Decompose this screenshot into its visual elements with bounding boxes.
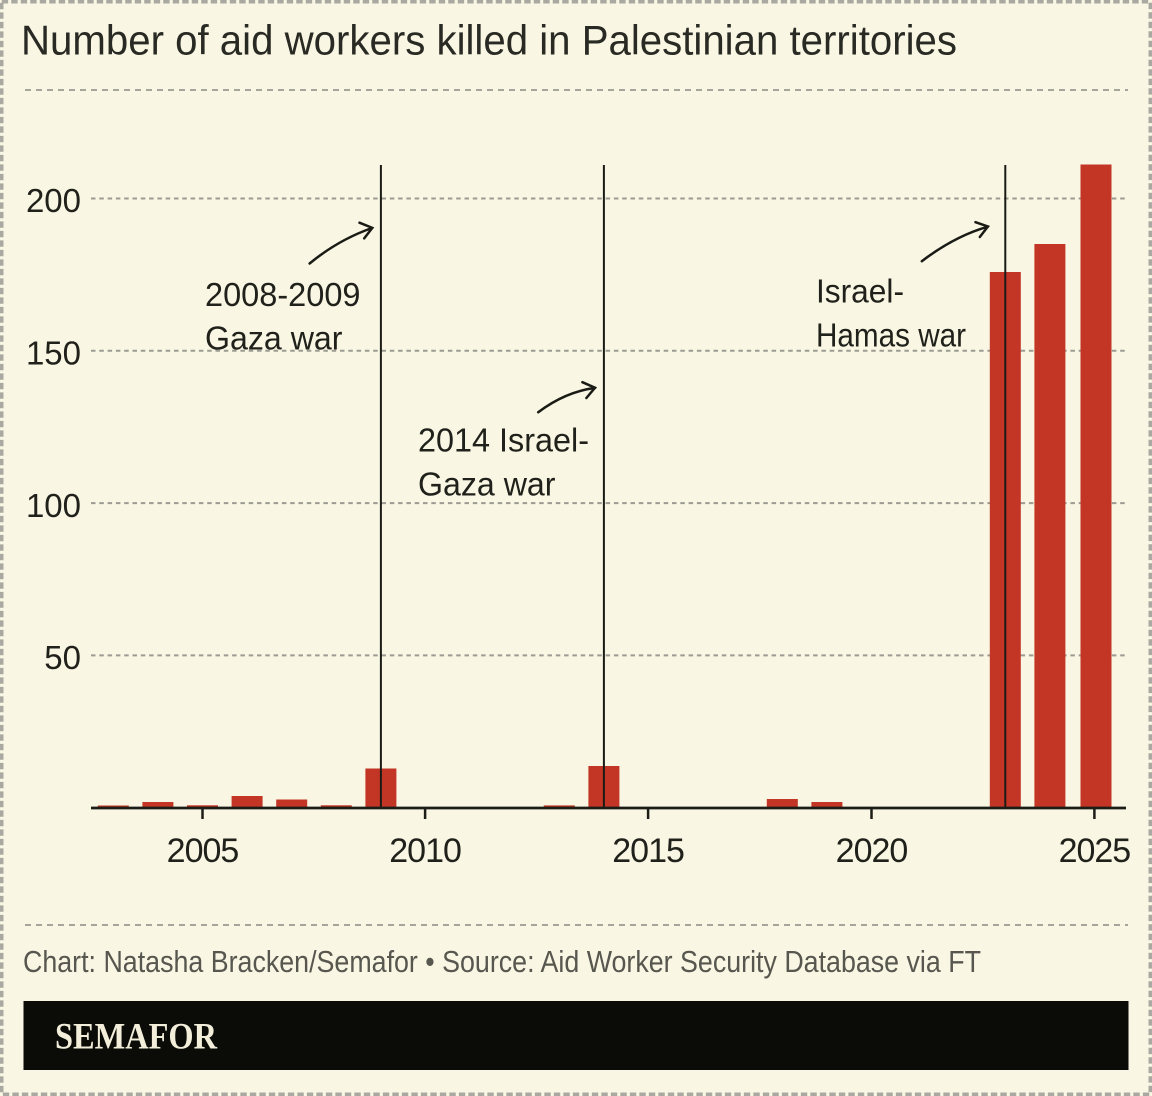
svg-text:200: 200 [26,182,81,219]
svg-text:Israel-: Israel- [816,273,904,310]
svg-text:2015: 2015 [612,832,684,870]
svg-text:Gaza war: Gaza war [205,320,343,357]
svg-text:150: 150 [26,335,81,372]
svg-text:50: 50 [44,639,81,676]
svg-text:Number of aid workers killed i: Number of aid workers killed in Palestin… [21,17,957,64]
svg-text:2014 Israel-: 2014 Israel- [418,422,589,459]
svg-text:2010: 2010 [389,832,461,870]
svg-text:Chart: Natasha Bracken/Semafor: Chart: Natasha Bracken/Semafor • Source:… [23,944,981,979]
svg-text:2008-2009: 2008-2009 [205,276,361,313]
svg-text:Hamas war: Hamas war [816,317,966,354]
svg-text:2005: 2005 [167,832,239,870]
svg-text:100: 100 [26,487,81,524]
svg-text:2020: 2020 [836,832,908,870]
svg-text:2025: 2025 [1059,832,1131,870]
svg-text:SEMAFOR: SEMAFOR [55,1017,218,1058]
svg-text:Gaza war: Gaza war [418,466,556,503]
